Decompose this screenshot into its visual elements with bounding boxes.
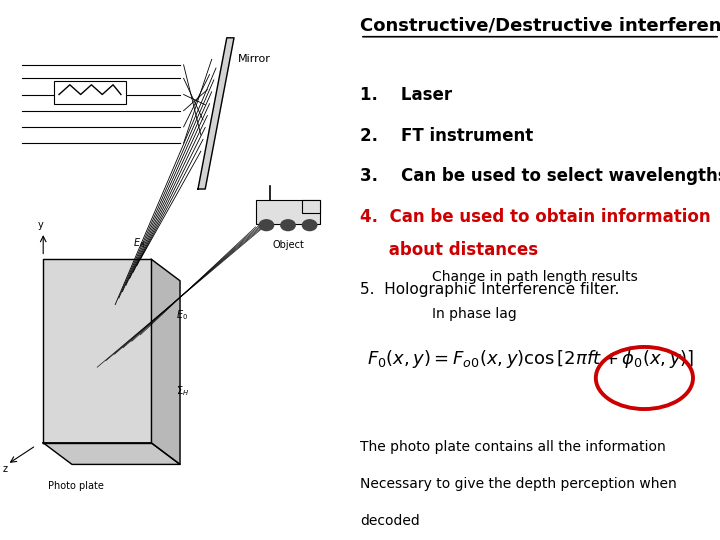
Text: 2.    FT instrument: 2. FT instrument <box>360 127 534 145</box>
Polygon shape <box>43 259 151 443</box>
Bar <box>302 200 320 213</box>
Circle shape <box>302 220 317 231</box>
Text: Mirror: Mirror <box>238 55 271 64</box>
Polygon shape <box>151 259 180 464</box>
Text: Change in path length results: Change in path length results <box>432 270 638 284</box>
Text: Necessary to give the depth perception when: Necessary to give the depth perception w… <box>360 477 677 491</box>
Circle shape <box>259 220 274 231</box>
Bar <box>54 81 126 104</box>
Text: z: z <box>2 464 7 475</box>
Text: about distances: about distances <box>360 241 538 259</box>
Text: 3.    Can be used to select wavelengths: 3. Can be used to select wavelengths <box>360 167 720 185</box>
Circle shape <box>281 220 295 231</box>
Text: Constructive/Destructive interference: Constructive/Destructive interference <box>360 16 720 34</box>
Text: $E_0$: $E_0$ <box>176 308 189 322</box>
Text: 4.  Can be used to obtain information: 4. Can be used to obtain information <box>360 208 711 226</box>
Text: The photo plate contains all the information: The photo plate contains all the informa… <box>360 440 666 454</box>
Text: $\Sigma_H$: $\Sigma_H$ <box>176 384 189 398</box>
Text: $F_0(x,y) = F_{o0}(x,y)\cos\left[2\pi ft + \phi_0(x,y)\right]$: $F_0(x,y) = F_{o0}(x,y)\cos\left[2\pi ft… <box>367 348 694 370</box>
Text: 5.  Holographic Interference filter.: 5. Holographic Interference filter. <box>360 281 619 296</box>
Text: Object: Object <box>272 240 304 251</box>
Text: y: y <box>37 220 43 230</box>
Bar <box>256 200 320 224</box>
Polygon shape <box>43 443 180 464</box>
Text: Photo plate: Photo plate <box>48 481 104 491</box>
Polygon shape <box>198 38 234 189</box>
Text: decoded: decoded <box>360 514 420 528</box>
Text: 1.    Laser: 1. Laser <box>360 86 452 104</box>
Text: In phase lag: In phase lag <box>432 307 517 321</box>
Text: $E_R$: $E_R$ <box>133 235 145 249</box>
